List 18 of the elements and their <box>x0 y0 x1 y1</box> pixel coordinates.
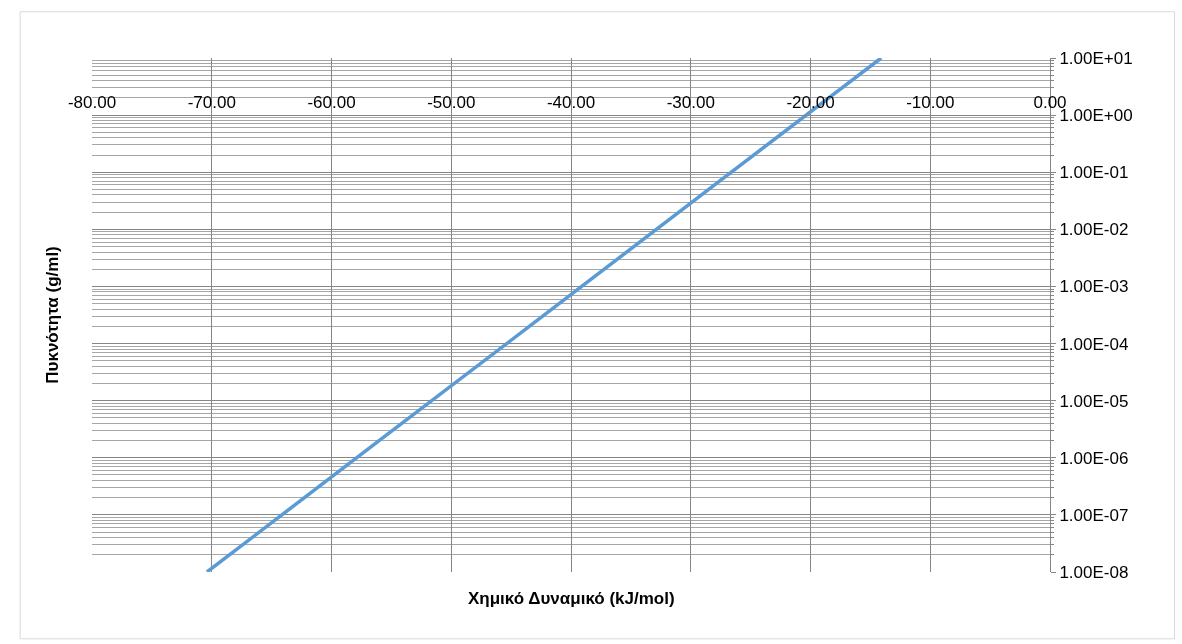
y-tick-label: 1.00E-02 <box>1059 220 1129 240</box>
x-tick-label: -10.00 <box>906 93 955 113</box>
y-tick-label: 1.00E-04 <box>1059 334 1129 354</box>
y-tick-label: 1.00E-06 <box>1059 448 1129 468</box>
y-tick-label: 1.00E-01 <box>1059 163 1129 183</box>
x-tick-label: -60.00 <box>307 93 356 113</box>
x-tick-label: -40.00 <box>546 93 596 113</box>
x-tick-label: -70.00 <box>187 93 236 113</box>
y-tick-label: 1.00E-05 <box>1059 391 1129 411</box>
y-tick-label: 1.00E-03 <box>1059 277 1129 297</box>
x-tick-label: -30.00 <box>666 93 715 113</box>
x-tick-label: -80.00 <box>67 93 117 113</box>
y-tick-label: 1.00E+01 <box>1059 48 1133 68</box>
y-tick-label: 1.00E-08 <box>1059 562 1129 582</box>
x-axis-title: Χημικό Δυναμικό (kJ/mol) <box>468 589 675 608</box>
y-tick-label: 1.00E-07 <box>1059 505 1129 525</box>
x-tick-label: -50.00 <box>427 93 476 113</box>
y-axis-title: Πυκνότητα (g/ml) <box>42 246 62 384</box>
